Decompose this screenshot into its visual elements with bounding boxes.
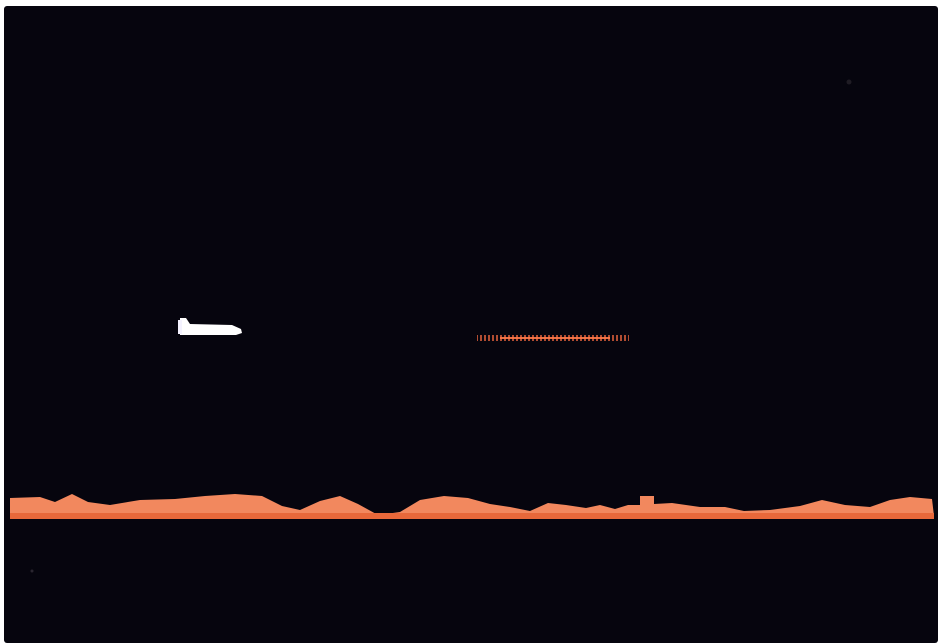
laser-beam-core bbox=[500, 337, 610, 339]
laser-beam bbox=[477, 335, 629, 341]
star-speck bbox=[846, 79, 852, 85]
player-ship bbox=[178, 318, 242, 335]
star-speck bbox=[30, 569, 34, 573]
ship-thruster bbox=[178, 320, 182, 334]
crt-display bbox=[4, 6, 938, 643]
terrain-ground-line bbox=[10, 513, 934, 519]
terrain bbox=[10, 494, 934, 519]
spaceship-icon bbox=[180, 318, 242, 335]
mountain-terrain bbox=[10, 494, 934, 518]
